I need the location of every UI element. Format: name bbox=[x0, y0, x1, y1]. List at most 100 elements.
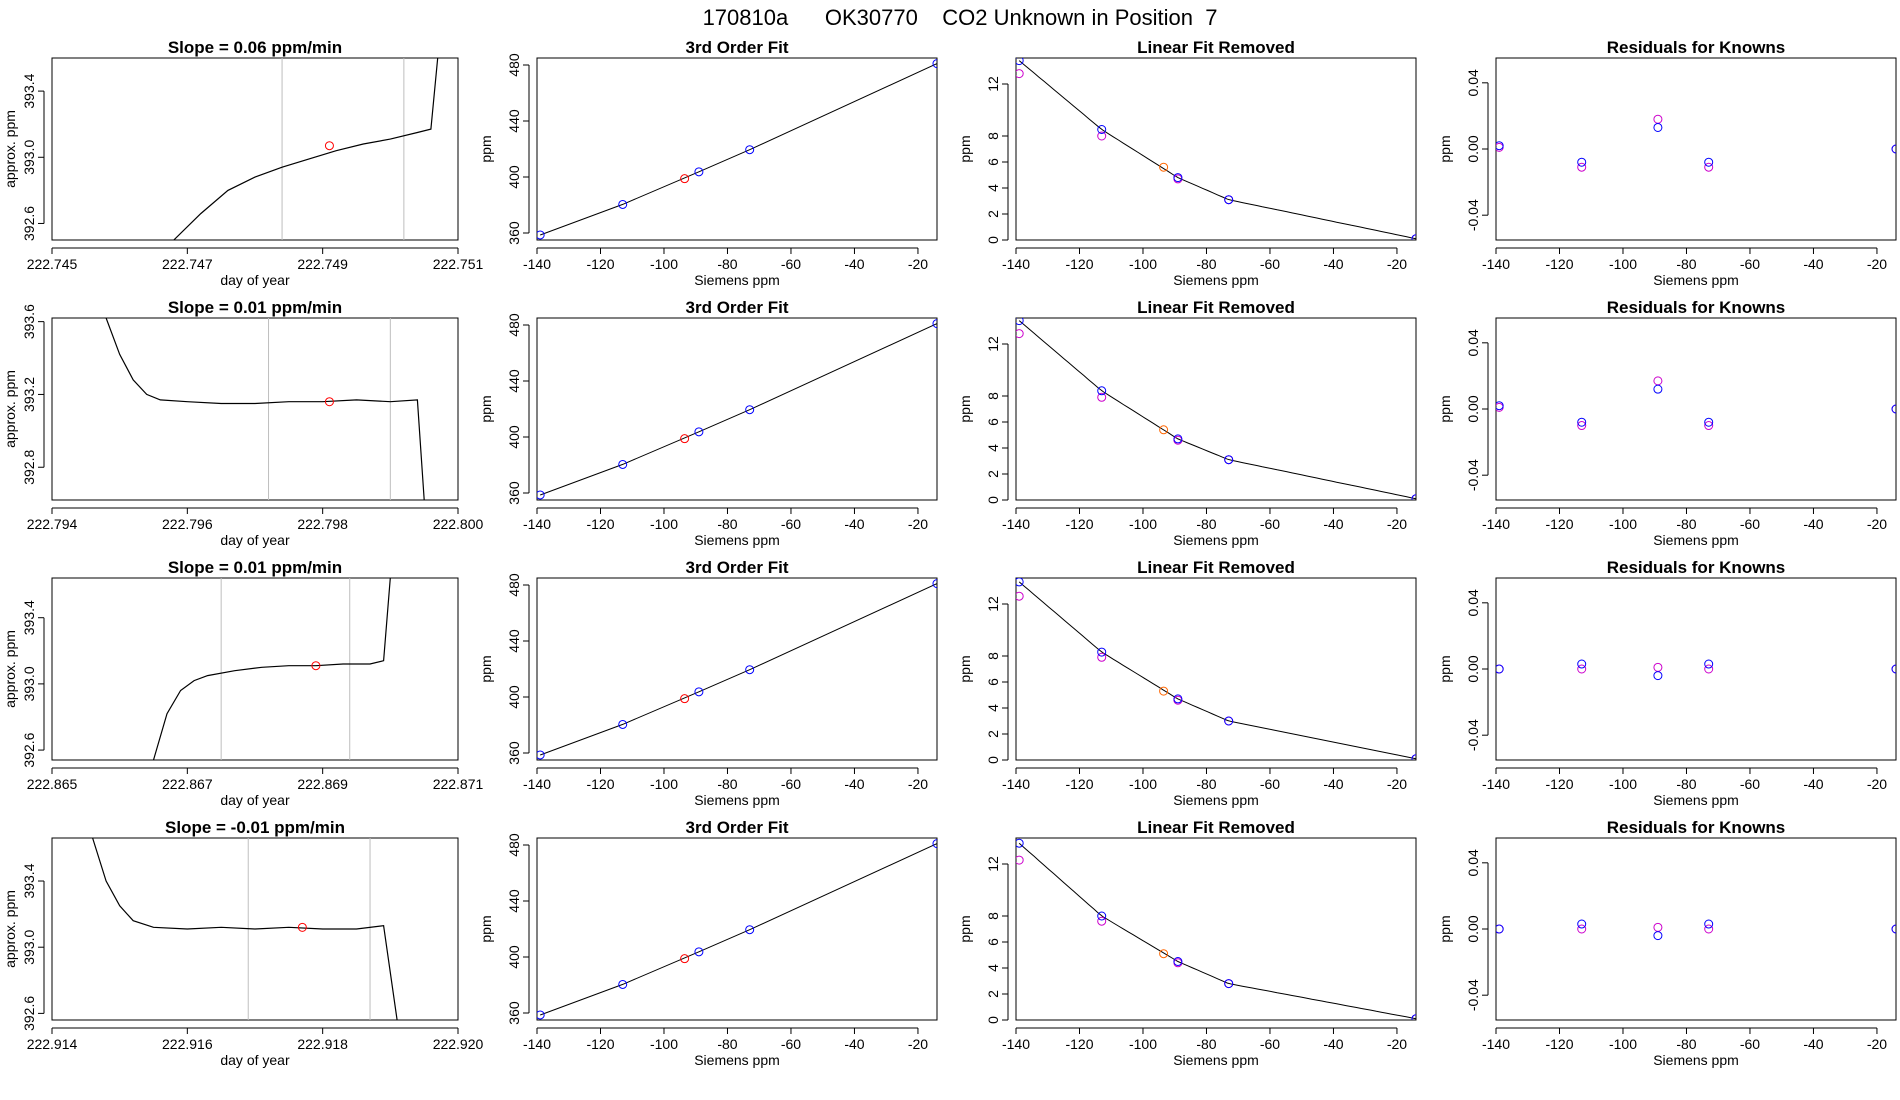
x-tick-label: -40 bbox=[844, 776, 864, 792]
plot-frame bbox=[1495, 57, 1897, 241]
x-tick-label: -40 bbox=[1803, 256, 1823, 272]
fit-curve bbox=[1018, 581, 1416, 760]
panel-2-3: Residuals for Knowns -140 -120 -100 -80 -60 -4… bbox=[1437, 558, 1897, 808]
y-axis-label: ppm bbox=[957, 135, 973, 162]
y-tick-label: 2 bbox=[985, 730, 1001, 738]
fitted-point bbox=[1097, 131, 1107, 141]
x-tick-label: 222.920 bbox=[433, 1036, 484, 1052]
plot-area bbox=[1016, 838, 1416, 1020]
x-tick-label: -120 bbox=[586, 1036, 614, 1052]
x-axis-label: Siemens ppm bbox=[694, 532, 780, 548]
x-tick-label: -100 bbox=[1129, 1036, 1157, 1052]
plot-frame bbox=[1015, 57, 1417, 241]
panel-3-3: Residuals for Knowns -140 -120 -100 -80 -60 -4… bbox=[1437, 818, 1897, 1068]
y-tick-label: 6 bbox=[985, 418, 1001, 426]
known-point bbox=[694, 427, 704, 437]
x-tick-label: -80 bbox=[1676, 1036, 1696, 1052]
x-tick-label: -140 bbox=[523, 776, 551, 792]
known-point bbox=[1224, 979, 1234, 989]
panels: Slope = 0.06 ppm/min 222.745 222.747 222.74… bbox=[2, 38, 1897, 1068]
x-tick-label: -60 bbox=[1260, 776, 1280, 792]
x-tick-label: 222.918 bbox=[297, 1036, 348, 1052]
y-axis-label: ppm bbox=[478, 655, 494, 682]
y-tick-label: 12 bbox=[985, 336, 1001, 352]
y-tick-label: 393.2 bbox=[21, 377, 37, 412]
x-tick-label: -40 bbox=[1323, 776, 1343, 792]
unknown-point bbox=[1159, 425, 1169, 435]
known-point bbox=[1891, 404, 1896, 414]
plot-area bbox=[1016, 58, 1416, 240]
x-tick-label: -100 bbox=[1609, 1036, 1637, 1052]
plot-area bbox=[537, 579, 937, 760]
known-point bbox=[1653, 931, 1663, 941]
plot-frame bbox=[51, 317, 459, 501]
x-tick-label: -60 bbox=[1740, 776, 1760, 792]
known-point bbox=[618, 979, 628, 989]
plot-area bbox=[537, 839, 937, 1020]
x-tick-label: 222.800 bbox=[433, 516, 484, 532]
plot-frame bbox=[1495, 577, 1897, 761]
x-tick-label: -140 bbox=[1482, 516, 1510, 532]
unknown-point bbox=[680, 954, 690, 964]
x-tick-label: -40 bbox=[1803, 516, 1823, 532]
y-tick-label: 0 bbox=[985, 496, 1001, 504]
x-axis-label: day of year bbox=[220, 272, 290, 288]
panel-title: 3rd Order Fit bbox=[686, 298, 789, 317]
x-tick-label: 222.867 bbox=[162, 776, 213, 792]
y-tick-label: 440 bbox=[506, 889, 522, 913]
x-tick-label: -100 bbox=[650, 516, 678, 532]
known-point bbox=[1704, 157, 1714, 167]
fitted-point bbox=[1016, 855, 1024, 865]
known-point bbox=[1016, 318, 1024, 326]
mean-marker bbox=[324, 141, 334, 151]
y-axis-label: ppm bbox=[957, 655, 973, 682]
y-tick-label: 6 bbox=[985, 938, 1001, 946]
plot-area bbox=[1496, 114, 1896, 172]
x-tick-label: -80 bbox=[1196, 776, 1216, 792]
known-point bbox=[1224, 455, 1234, 465]
x-tick-label: -100 bbox=[650, 776, 678, 792]
x-tick-label: -100 bbox=[650, 256, 678, 272]
panel-2-1: 3rd Order Fit -140 -120 -100 -80 -60 -40 -20 Sie… bbox=[478, 558, 938, 808]
x-tick-label: -80 bbox=[1196, 256, 1216, 272]
plot-frame bbox=[536, 837, 938, 1021]
plot-area bbox=[537, 319, 937, 500]
x-tick-label: -60 bbox=[781, 516, 801, 532]
panel-1-2: Linear Fit Removed -140 -120 -100 -80 -60 -40 -… bbox=[957, 298, 1417, 548]
panel-title: 3rd Order Fit bbox=[686, 38, 789, 57]
plot-frame bbox=[1015, 317, 1417, 501]
known-point bbox=[1577, 659, 1587, 669]
x-tick-label: -60 bbox=[1260, 1036, 1280, 1052]
plot-area bbox=[537, 59, 937, 240]
y-tick-label: 0.00 bbox=[1465, 915, 1481, 942]
y-tick-label: 4 bbox=[985, 964, 1001, 972]
known-point bbox=[1097, 647, 1107, 657]
x-tick-label: -20 bbox=[1867, 776, 1887, 792]
known-point bbox=[1577, 157, 1587, 167]
mean-marker bbox=[324, 397, 334, 407]
known-point bbox=[1496, 401, 1504, 411]
x-tick-label: -140 bbox=[523, 256, 551, 272]
plot-area bbox=[105, 318, 425, 500]
x-axis-label: Siemens ppm bbox=[1173, 532, 1259, 548]
panel-title: Slope = 0.01 ppm/min bbox=[168, 298, 342, 317]
x-tick-label: -120 bbox=[586, 776, 614, 792]
x-tick-label: -140 bbox=[1002, 1036, 1030, 1052]
y-tick-label: -0.04 bbox=[1465, 199, 1481, 231]
known-point bbox=[1097, 125, 1107, 134]
y-tick-label: 2 bbox=[985, 470, 1001, 478]
x-tick-label: -100 bbox=[1609, 256, 1637, 272]
x-tick-label: 222.794 bbox=[27, 516, 78, 532]
known-point bbox=[932, 319, 937, 329]
y-tick-label: 393.0 bbox=[21, 666, 37, 701]
y-tick-label: 0.00 bbox=[1465, 655, 1481, 682]
x-tick-label: -60 bbox=[1740, 256, 1760, 272]
x-tick-label: -40 bbox=[844, 256, 864, 272]
y-tick-label: 0 bbox=[985, 756, 1001, 764]
fitted-point bbox=[1577, 924, 1587, 934]
plot-frame bbox=[1495, 317, 1897, 501]
x-tick-label: -100 bbox=[650, 1036, 678, 1052]
x-tick-label: -80 bbox=[1676, 516, 1696, 532]
known-point bbox=[618, 719, 628, 729]
y-tick-label: 480 bbox=[506, 573, 522, 597]
